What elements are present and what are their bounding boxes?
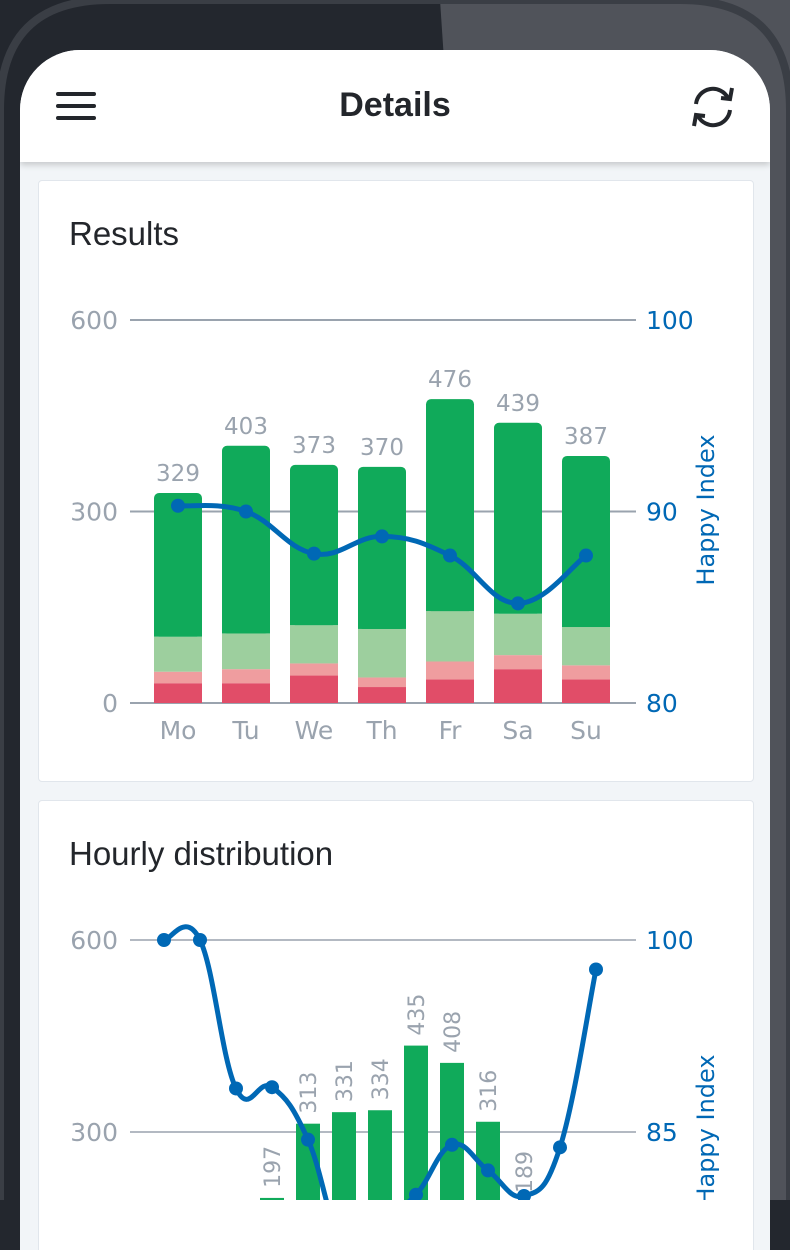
x-tick-label: Fr	[439, 716, 463, 745]
bar	[440, 1062, 464, 1200]
bar-value-label: 189	[513, 1151, 538, 1193]
y2-tick-label: 80	[646, 689, 678, 718]
bar-total-label: 373	[292, 433, 336, 459]
bar-segment	[222, 669, 270, 684]
bar-segment	[358, 474, 406, 629]
bar-segment	[222, 453, 270, 634]
bar-value-label: 334	[369, 1058, 394, 1100]
happy-index-point	[171, 498, 185, 513]
bar-segment	[222, 633, 270, 670]
card-title: Hourly distribution	[69, 835, 334, 872]
happy-index-point	[157, 933, 171, 947]
happy-index-point	[443, 548, 457, 563]
bar-total-label: 370	[360, 435, 404, 461]
page-title: Details	[339, 86, 451, 124]
happy-index-point	[265, 1080, 279, 1095]
bar-total-label: 329	[156, 461, 200, 487]
bar-segment	[222, 683, 270, 703]
bar-segment	[494, 430, 542, 614]
hamburger-icon[interactable]	[56, 92, 96, 120]
y2-tick-label: 100	[646, 306, 694, 335]
bar-segment	[426, 661, 474, 680]
x-tick-label: Su	[570, 716, 602, 745]
y2-tick-label: 100	[646, 926, 694, 955]
bar-segment	[494, 613, 542, 656]
app-screen: Details Results Hourly distribution 0 300…	[20, 50, 770, 1250]
bar-value-label: 197	[261, 1146, 286, 1188]
y2-axis-label: Happy Index	[692, 434, 720, 585]
hourly-distribution-card: Hourly distribution	[38, 800, 754, 1250]
happy-index-point	[511, 596, 525, 611]
bar-segment	[494, 655, 542, 670]
bar-segment	[562, 665, 610, 680]
y-tick-label: 300	[70, 498, 118, 527]
bar-segment	[426, 679, 474, 703]
bar-value-label: 331	[333, 1060, 358, 1102]
y2-axis-label: Happy Index	[692, 1054, 720, 1200]
happy-index-point	[579, 548, 593, 563]
bar	[368, 1110, 392, 1200]
happy-index-point	[301, 1132, 315, 1147]
bar-segment	[426, 407, 474, 612]
bar-segment	[290, 663, 338, 676]
card-title: Results	[69, 215, 180, 252]
y2-tick-label: 85	[646, 1118, 678, 1147]
bar-value-label: 408	[441, 1011, 466, 1053]
refresh-icon[interactable]	[688, 84, 738, 130]
happy-index-point	[229, 1081, 243, 1096]
bar-segment	[290, 625, 338, 664]
bar-segment	[562, 679, 610, 703]
happy-index-point	[193, 933, 207, 947]
bar-segment	[426, 611, 474, 662]
happy-index-point	[589, 962, 603, 977]
top-app-bar: Details	[20, 50, 770, 162]
bar	[260, 1197, 284, 1200]
happy-index-point	[375, 529, 389, 544]
y-tick-label: 600	[70, 926, 118, 955]
happy-index-point	[239, 504, 253, 519]
bar-segment	[358, 687, 406, 703]
bar-value-label: 435	[405, 994, 430, 1036]
happy-index-point	[409, 1187, 423, 1200]
bar-segment	[562, 627, 610, 666]
x-tick-label: Sa	[502, 716, 533, 745]
x-tick-label: We	[295, 716, 334, 745]
bar-segment	[494, 669, 542, 703]
bar-segment	[154, 636, 202, 672]
bar-segment	[154, 683, 202, 703]
bar	[404, 1045, 428, 1200]
bar-segment	[290, 675, 338, 703]
bar-segment	[154, 671, 202, 684]
bar-value-label: 316	[477, 1070, 502, 1112]
happy-index-point	[307, 546, 321, 561]
bar-total-label: 439	[496, 391, 540, 417]
y2-tick-label: 90	[646, 498, 678, 527]
x-tick-label: Th	[365, 716, 397, 745]
bar	[332, 1112, 356, 1200]
bar-segment	[358, 677, 406, 688]
y-tick-label: 600	[70, 306, 118, 335]
bar-total-label: 403	[224, 414, 268, 440]
happy-index-point	[481, 1163, 495, 1178]
happy-index-line	[163, 924, 599, 1200]
bar-segment	[154, 500, 202, 637]
charts-layer: 0 300 600 80 90 100 Happy Index 329 Mo 403 Tu 373 We…	[70, 306, 720, 1200]
bar-total-label: 387	[564, 424, 608, 450]
x-tick-label: Mo	[160, 716, 197, 745]
happy-index-point	[553, 1140, 567, 1155]
bar-segment	[358, 628, 406, 678]
bar-value-label: 313	[297, 1072, 322, 1114]
x-tick-label: Tu	[231, 716, 259, 745]
bar-total-label: 476	[428, 367, 472, 393]
y-tick-label: 300	[70, 1118, 118, 1147]
y-tick-label: 0	[102, 689, 118, 718]
bar-segment	[562, 463, 610, 628]
happy-index-point	[517, 1189, 531, 1200]
happy-index-point	[445, 1137, 459, 1152]
